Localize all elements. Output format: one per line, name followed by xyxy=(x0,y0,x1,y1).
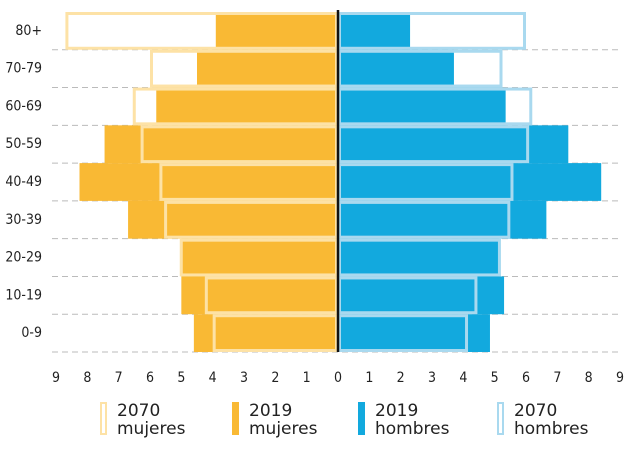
bar-outline xyxy=(159,163,338,201)
legend-item: 2070 hombres xyxy=(497,402,588,438)
bar-outline xyxy=(338,200,511,239)
chart: 80+ 70-79 60-69 50-59 40-49 30-39 20-29 10-19 0-… xyxy=(5,10,624,386)
x-tick-label: 7 xyxy=(115,370,123,386)
y-tick-label: 50-59 xyxy=(5,136,42,152)
bar-outline xyxy=(338,314,469,353)
bar-outline xyxy=(338,238,501,277)
bar-outline xyxy=(204,276,338,315)
legend-swatch xyxy=(497,402,504,435)
bar xyxy=(338,163,602,201)
x-tick-label: 4 xyxy=(209,370,217,386)
legend-label: 2019 hombres xyxy=(375,401,450,439)
bar-outline xyxy=(150,49,338,88)
y-tick-label: 80+ xyxy=(15,23,42,39)
bar xyxy=(338,276,505,315)
bar-outline xyxy=(164,200,338,239)
bar xyxy=(215,12,338,50)
bar xyxy=(128,200,338,239)
bar xyxy=(338,12,411,50)
legend-swatch xyxy=(232,402,239,435)
bar xyxy=(338,200,547,239)
bar xyxy=(338,125,569,164)
bar xyxy=(156,87,338,126)
x-tick-label: 5 xyxy=(177,370,185,386)
bar-outline xyxy=(338,87,533,126)
y-tick-label: 30-39 xyxy=(5,212,42,228)
legend-label: 2070 mujeres xyxy=(117,401,186,439)
y-tick-label: 20-29 xyxy=(5,250,42,266)
bar xyxy=(338,238,500,277)
y-tick-label: 10-19 xyxy=(5,287,42,303)
bar xyxy=(104,125,338,164)
legend-item: 2070 mujeres xyxy=(100,402,191,438)
x-tick-label: 1 xyxy=(303,370,311,386)
legend-swatch xyxy=(100,402,107,435)
bar xyxy=(193,314,338,352)
bar-outline xyxy=(338,12,526,50)
y-tick-label: 0-9 xyxy=(21,325,42,341)
x-tick-label: 0 xyxy=(334,370,342,386)
x-tick-label: 7 xyxy=(553,370,561,386)
x-tick-label: 2 xyxy=(397,370,405,386)
bar-outline xyxy=(65,12,339,50)
bar-outline xyxy=(179,238,338,277)
x-tick-label: 6 xyxy=(146,370,154,386)
x-tick-label: 2 xyxy=(271,370,279,386)
x-tick-label: 4 xyxy=(459,370,467,386)
x-tick-label: 1 xyxy=(365,370,373,386)
bar-outline xyxy=(212,314,339,353)
bar xyxy=(79,163,338,201)
bar xyxy=(181,238,338,277)
x-tick-label: 5 xyxy=(491,370,499,386)
bar-outline xyxy=(338,163,514,201)
bar-outline xyxy=(132,87,338,126)
y-tick-label: 70-79 xyxy=(5,61,42,77)
bar xyxy=(338,314,490,352)
bar-outline xyxy=(338,125,530,164)
legend-label: 2019 mujeres xyxy=(249,401,318,439)
bar xyxy=(197,49,338,88)
x-tick-label: 9 xyxy=(616,370,624,386)
x-tick-label: 3 xyxy=(240,370,248,386)
y-tick-label: 40-49 xyxy=(5,174,42,190)
legend-item: 2019 mujeres xyxy=(232,402,323,438)
bar-outline xyxy=(338,276,478,315)
x-tick-label: 3 xyxy=(428,370,436,386)
legend-item: 2019 hombres xyxy=(358,402,449,438)
legend-swatch xyxy=(358,402,365,435)
legend-label: 2070 hombres xyxy=(514,401,589,439)
x-tick-label: 8 xyxy=(83,370,91,386)
x-tick-label: 6 xyxy=(522,370,530,386)
bar xyxy=(338,87,506,126)
x-tick-label: 9 xyxy=(52,370,60,386)
x-tick-label: 8 xyxy=(585,370,593,386)
bar xyxy=(338,49,454,88)
y-tick-label: 60-69 xyxy=(5,98,42,114)
bar-outline xyxy=(140,125,338,164)
bar-outline xyxy=(338,49,503,88)
